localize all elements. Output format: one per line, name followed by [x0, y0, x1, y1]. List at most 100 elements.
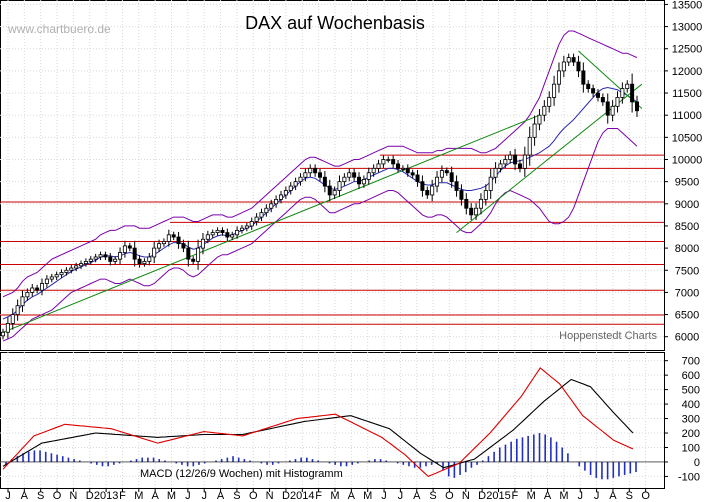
candle-body: [186, 247, 191, 260]
candle-body: [493, 167, 498, 178]
x-tick-label: S: [37, 490, 44, 502]
price-y-tick-label: 8500: [675, 221, 699, 233]
candle-body: [605, 101, 610, 116]
x-tick-label: F: [119, 490, 126, 502]
x-tick-label: A: [151, 490, 159, 502]
price-y-tick-label: 9000: [675, 199, 699, 211]
candle-body: [386, 159, 391, 161]
x-tick-label: F: [511, 490, 518, 502]
candle-body: [230, 234, 235, 238]
price-y-tick-label: 6000: [675, 332, 699, 344]
x-tick-label: A: [217, 490, 225, 502]
candle-body: [74, 265, 79, 269]
candle-body: [142, 260, 147, 265]
candle-body: [517, 163, 522, 169]
candle-body: [288, 185, 293, 191]
x-tick-label: A: [544, 490, 552, 502]
candle-body: [561, 61, 566, 72]
candle-body: [103, 254, 108, 258]
macd-y-tick-label: 600: [682, 370, 700, 382]
candle-body: [508, 154, 513, 160]
x-tick-label: N: [266, 490, 274, 502]
x-tick-label: O: [445, 490, 454, 502]
macd-y-tick-label: 0: [694, 457, 700, 469]
macd-line: [2, 367, 634, 478]
candle-body: [171, 234, 176, 238]
candle-body: [420, 181, 425, 191]
chart-title: DAX auf Wochenbasis: [245, 13, 425, 33]
candle-body: [600, 97, 605, 103]
macd-y-tick-label: 400: [682, 399, 700, 411]
x-tick-label: N: [462, 490, 470, 502]
bollinger-upper-band: [2, 30, 638, 298]
price-panel-frame: [0, 0, 665, 351]
x-tick-label: O: [641, 490, 650, 502]
x-tick-label: A: [413, 490, 421, 502]
x-tick-label: M: [330, 490, 339, 502]
x-tick-label: J: [381, 490, 387, 502]
candle-body: [283, 190, 288, 196]
price-y-tick-label: 6500: [675, 310, 699, 322]
candle-body: [352, 172, 357, 178]
candle-body: [439, 170, 444, 178]
x-tick-label: M: [527, 490, 536, 502]
price-y-tick-label: 11500: [672, 88, 702, 100]
x-tick-label: M: [134, 490, 143, 502]
x-tick-label: J: [398, 490, 404, 502]
candle-body: [0, 331, 6, 337]
candle-body: [610, 105, 615, 116]
candle-body: [132, 247, 137, 260]
candle-body: [59, 272, 64, 276]
x-tick-label: S: [626, 490, 633, 502]
candle-body: [415, 174, 420, 183]
candle-body: [527, 136, 532, 156]
candle-body: [210, 232, 215, 236]
candle-body: [625, 83, 630, 90]
candle-body: [357, 176, 362, 185]
price-y-tick-label: 10000: [672, 154, 703, 166]
candle-body: [313, 167, 318, 174]
candle-body: [498, 163, 503, 169]
x-tick-label: A: [348, 490, 356, 502]
candle-body: [332, 190, 337, 196]
candle-body: [274, 198, 279, 205]
candle-body: [308, 167, 313, 174]
macd-signal-line: [2, 378, 634, 469]
x-tick-label: A: [609, 490, 617, 502]
candle-body: [20, 296, 25, 307]
candle-body: [478, 198, 483, 209]
x-tick-label: D: [86, 490, 94, 502]
candle-body: [581, 70, 586, 85]
candle-body: [396, 163, 401, 169]
price-y-tick-label: 12000: [672, 66, 703, 78]
trend-line: [2, 114, 540, 333]
x-tick-label: J: [578, 490, 584, 502]
candle-body: [430, 185, 435, 196]
candle-body: [542, 105, 547, 116]
candle-body: [537, 114, 542, 125]
candle-body: [488, 176, 493, 191]
candle-body: [49, 276, 54, 280]
x-tick-label: D: [478, 490, 486, 502]
candle-body: [220, 229, 225, 233]
candle-body: [449, 172, 454, 183]
x-tick-label: M: [363, 490, 372, 502]
candle-body: [191, 258, 196, 262]
price-y-tick-label: 11000: [672, 110, 702, 122]
price-y-tick-label: 7000: [675, 287, 699, 299]
candle-body: [595, 92, 600, 98]
candle-body: [635, 101, 640, 112]
x-tick-label: M: [167, 490, 176, 502]
candle-body: [400, 167, 405, 170]
candle-body: [591, 88, 596, 94]
price-y-tick-label: 8000: [675, 243, 699, 255]
candle-body: [503, 159, 508, 165]
price-y-tick-label: 7500: [675, 265, 699, 277]
candle-body: [10, 314, 15, 324]
candle-body: [147, 256, 152, 262]
x-tick-label: 2014: [290, 490, 314, 502]
candle-body: [483, 190, 488, 200]
candle-body: [225, 232, 230, 238]
candle-body: [254, 216, 259, 222]
candle-body: [381, 159, 386, 165]
